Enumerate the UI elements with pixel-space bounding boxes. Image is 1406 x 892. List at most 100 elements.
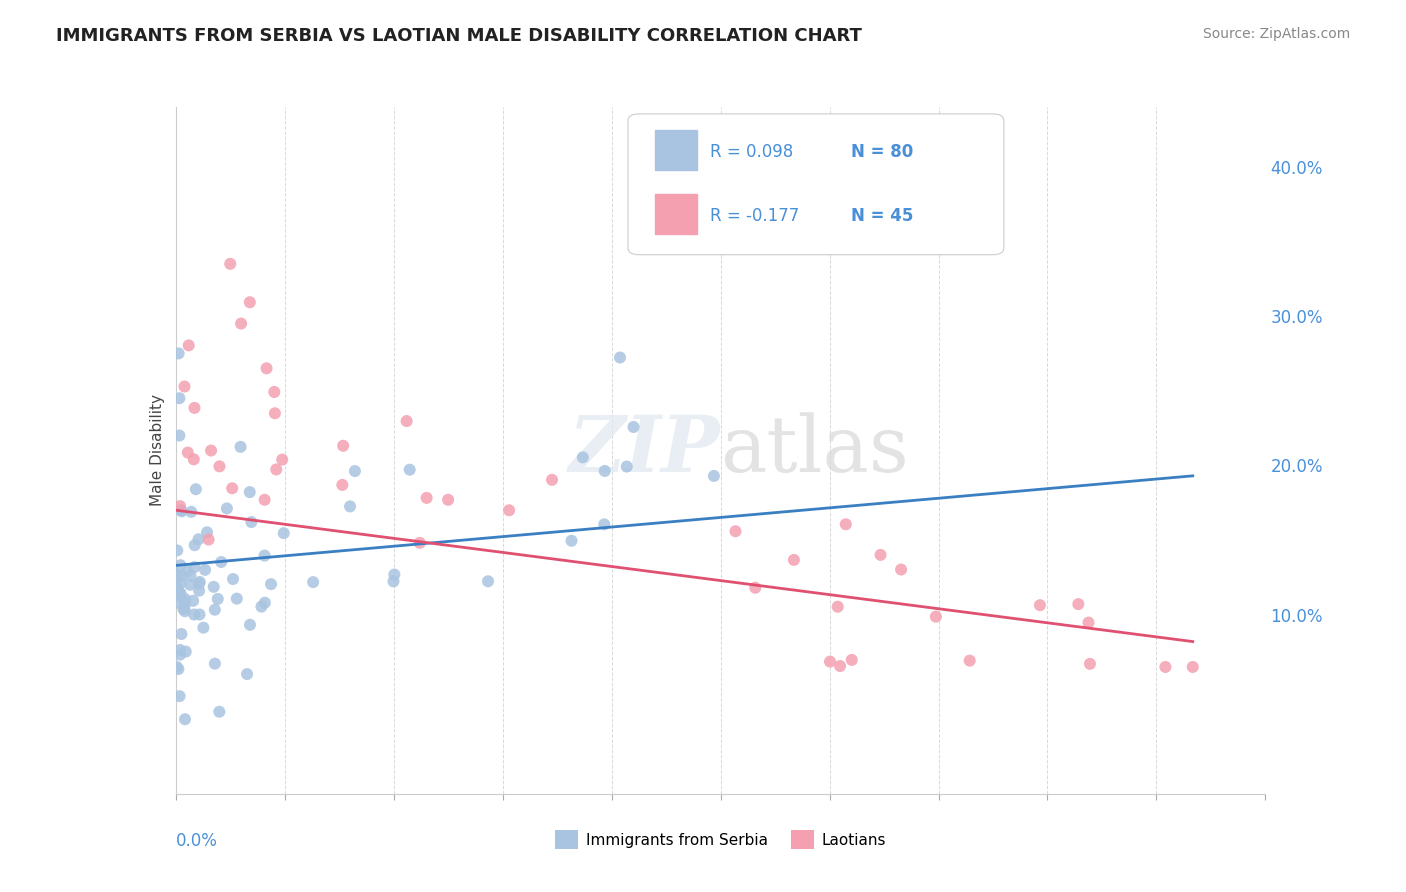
Point [174, 592, 197, 607]
Point [209, 555, 232, 569]
Point [188, 607, 211, 622]
Point [183, 607, 205, 622]
Point [623, 420, 645, 434]
Point [166, 569, 188, 583]
Point [177, 338, 200, 352]
Bar [655, 194, 696, 234]
Point [959, 654, 981, 668]
Point [273, 526, 295, 541]
Point [239, 485, 262, 500]
Point [827, 599, 849, 614]
Point [181, 594, 204, 608]
Point [169, 689, 191, 703]
FancyBboxPatch shape [628, 114, 1004, 255]
Point [498, 503, 520, 517]
Point [169, 391, 191, 405]
Point [166, 567, 188, 582]
Point [222, 572, 245, 586]
Point [166, 588, 188, 602]
Point [415, 491, 437, 505]
Point [229, 440, 252, 454]
Text: atlas: atlas [721, 413, 910, 488]
Point [477, 574, 499, 589]
Point [225, 591, 247, 606]
Point [593, 464, 616, 478]
Point [197, 533, 219, 547]
Point [890, 562, 912, 576]
Point [925, 609, 948, 624]
Point [239, 295, 262, 310]
Point [169, 643, 191, 657]
Point [1078, 657, 1101, 671]
Point [343, 464, 366, 478]
Point [219, 257, 242, 271]
Point [398, 463, 420, 477]
Point [382, 567, 405, 582]
Text: Source: ZipAtlas.com: Source: ZipAtlas.com [1202, 27, 1350, 41]
Point [828, 659, 851, 673]
Point [170, 627, 193, 641]
Text: N = 80: N = 80 [852, 143, 914, 161]
Point [174, 712, 197, 726]
Point [271, 452, 294, 467]
Point [215, 501, 238, 516]
Point [250, 599, 273, 614]
Point [835, 517, 858, 532]
Point [169, 648, 191, 662]
Point [744, 581, 766, 595]
Point [231, 317, 253, 331]
Point [330, 478, 353, 492]
Point [173, 595, 195, 609]
Point [204, 603, 226, 617]
Point [253, 549, 276, 563]
Point [183, 401, 205, 415]
Point [173, 599, 195, 614]
Point [179, 578, 201, 592]
Point [204, 657, 226, 671]
Text: 0.0%: 0.0% [176, 831, 218, 850]
Point [167, 585, 190, 599]
Point [170, 504, 193, 518]
Point [208, 459, 231, 474]
Point [266, 462, 288, 476]
Point [1029, 598, 1052, 612]
Point [184, 482, 207, 496]
Point [169, 558, 191, 573]
Point [170, 569, 193, 583]
Point [183, 538, 205, 552]
Point [188, 583, 211, 598]
Text: IMMIGRANTS FROM SERBIA VS LAOTIAN MALE DISABILITY CORRELATION CHART: IMMIGRANTS FROM SERBIA VS LAOTIAN MALE D… [56, 27, 862, 45]
Point [253, 492, 276, 507]
Point [1181, 660, 1204, 674]
Point [1067, 597, 1090, 611]
Point [194, 563, 217, 577]
Point [193, 621, 215, 635]
Y-axis label: Male Disability: Male Disability [149, 394, 165, 507]
Point [169, 428, 191, 442]
Point [1154, 660, 1177, 674]
Point [170, 587, 193, 601]
Point [170, 575, 193, 590]
Point [1077, 615, 1099, 630]
Point [332, 439, 354, 453]
Text: R = 0.098: R = 0.098 [710, 143, 793, 161]
Point [240, 515, 263, 529]
Point [207, 591, 229, 606]
Point [703, 469, 725, 483]
Point [174, 604, 197, 618]
Point [382, 574, 405, 589]
Point [166, 581, 188, 595]
Point [167, 346, 190, 360]
Point [253, 596, 276, 610]
Point [239, 617, 262, 632]
Point [208, 705, 231, 719]
Point [179, 568, 201, 582]
Point [183, 560, 205, 574]
Point [176, 565, 198, 579]
Point [221, 481, 243, 495]
Point [609, 351, 631, 365]
Point [783, 553, 806, 567]
Point [841, 653, 863, 667]
Point [174, 645, 197, 659]
Point [541, 473, 564, 487]
